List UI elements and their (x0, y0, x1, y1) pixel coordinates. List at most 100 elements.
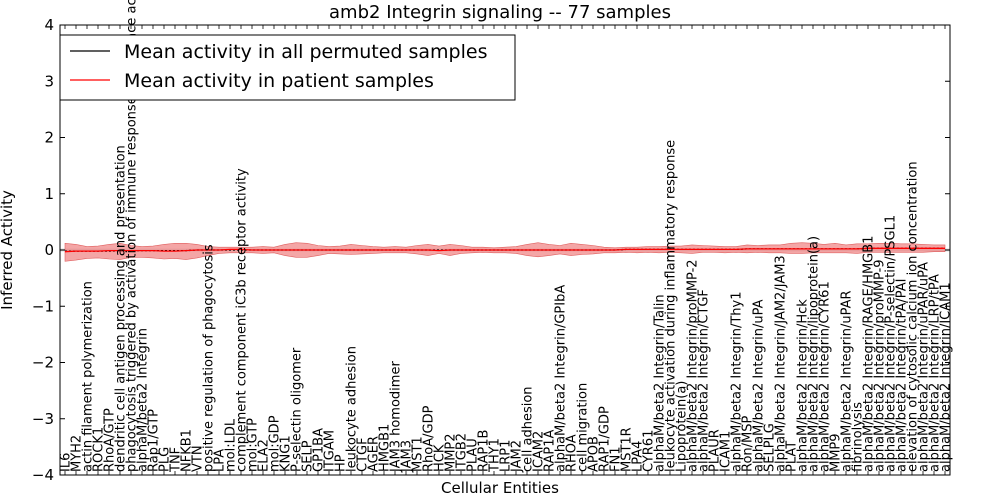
category-label: positive regulation of phagocytosis (202, 244, 217, 472)
category-label: alphaM/beta2 Integrin/LRP/tPA (928, 274, 943, 472)
legend-label-permuted: Mean activity in all permuted samples (124, 41, 487, 63)
category-label: RAP1A (543, 429, 558, 472)
category-label: alphaM/beta2 Integrin/RAGE/HMGB1 (862, 236, 877, 472)
category-label: alphaM/beta2 Integrin/Thy1 (730, 292, 745, 473)
category-label: MST1 (411, 436, 426, 472)
y-tick-label: 2 (44, 129, 54, 147)
category-label: ITGB2 (455, 433, 470, 472)
category-label: RAP1B (477, 430, 492, 472)
category-label: ITGAM (323, 430, 338, 472)
category-label: LRP1 (499, 440, 514, 472)
category-label: JAM2 (510, 440, 525, 473)
category-label: alphaM/beta2 Integrin/proMMP-9 (873, 259, 888, 472)
category-label: CYR61 (642, 430, 657, 472)
category-label: RAP1/GDP (598, 406, 613, 472)
category-label: complement component iC3b receptor activ… (235, 168, 250, 472)
category-label: SELPLG (763, 423, 778, 472)
legend-label-patient: Mean activity in patient samples (124, 70, 434, 92)
category-label: PLAU (466, 438, 481, 472)
category-label: leukocyte activation during inflammatory… (664, 140, 679, 472)
category-label: PLAT (785, 441, 800, 472)
lines-layer (64, 247, 945, 253)
category-label: JAM3 (400, 440, 415, 473)
category-label: fibrinolysis (851, 402, 866, 472)
category-label: alphaM/beta2 Integrin/P-selectin/PSGL1 (884, 215, 899, 472)
category-label: IL6 (59, 453, 74, 472)
category-label: CTGF (356, 437, 371, 472)
category-label: Lipoprotein(a) (675, 381, 690, 472)
category-label: ICAM2 (532, 431, 547, 472)
category-label: AGER (367, 436, 382, 472)
category-label: TNF (169, 447, 184, 473)
category-label: mol:LDL (224, 418, 239, 472)
category-label: alphaM/beta2 Integrin/uPA (752, 299, 767, 472)
category-label: alphaM/beta2 Integrin/GPIbA (554, 285, 569, 472)
legend-box (59, 34, 516, 101)
category-label: cell migration (576, 383, 591, 472)
category-label: PLAUR (708, 429, 723, 472)
category-label: alphaM/beta2 Integrin/ICAM1 (939, 282, 954, 472)
plot-frame (59, 24, 951, 476)
y-tick-layer: −4 −3 −2 −1 0 1 2 3 4 (32, 16, 950, 484)
category-label: alphaM/beta2 Integrin/uPAR (840, 290, 855, 472)
category-label: LPA4 (631, 441, 646, 472)
y-axis-label: Inferred Activity (0, 190, 16, 310)
category-label: mol:GTP (246, 418, 261, 472)
category-label: NFKB1 (180, 429, 195, 472)
category-label: APOB (587, 436, 602, 472)
chart-title: amb2 Integrin signaling -- 77 samples (329, 2, 671, 23)
category-label: alphaM/beta2 Integrin/lipoprotein(a) (807, 236, 822, 472)
category-label: actin filament polymerization (81, 281, 96, 472)
category-label: HMGB1 (378, 424, 393, 472)
category-label: MMP9 (829, 433, 844, 472)
category-label: ICAM1 (719, 431, 734, 472)
category-label: alphaM/beta2 Integrin/uPAR/uPA (917, 262, 932, 472)
category-label: PLG (158, 447, 173, 472)
category-label: alphaM/beta2 Integrin/Talin (653, 294, 668, 472)
category-label: alphaM/beta2 Integrin/CTGF (697, 289, 712, 472)
category-label: MMP2 (444, 433, 459, 472)
category-label: FN1 (609, 447, 624, 472)
category-label: MYH2 (70, 435, 85, 472)
category-label: JAM3 homodimer (389, 361, 404, 473)
category-label: MST1R (620, 427, 635, 472)
category-label: HCK (433, 444, 448, 472)
category-label: HP (334, 454, 349, 472)
category-label: KNG1 (279, 435, 294, 472)
y-tick-label: 0 (44, 241, 54, 259)
category-label: alphaM/beta2 Integrin/tPA/PAI (895, 279, 910, 472)
category-label: alphaM/beta2 Integrin/proMMP-2 (686, 259, 701, 472)
category-label: alphaM/beta2 Integrin/CYR61 (818, 281, 833, 472)
y-tick-label: 4 (44, 16, 54, 34)
x-axis-label: Cellular Entities (441, 479, 559, 497)
y-tick-label: 3 (44, 72, 54, 90)
category-label: dendritic cell antigen processing and pr… (114, 145, 129, 472)
category-label: SELP (301, 440, 316, 472)
category-label: phagocytosis triggered by activation of … (125, 0, 140, 472)
category-label: LPA (213, 449, 228, 472)
patient-mean-line (64, 247, 945, 253)
y-tick-label: −2 (32, 354, 54, 372)
category-label: cell adhesion (521, 386, 536, 472)
category-label: ROCK1 (92, 427, 107, 472)
category-label: leukocyte adhesion (345, 346, 360, 472)
x-tick-layer (64, 25, 946, 475)
category-label: RHOA (565, 434, 580, 472)
category-label: Rap1/GTP (147, 409, 162, 472)
category-label: RhoA/GTP (103, 408, 118, 472)
y-tick-label: 1 (44, 185, 54, 203)
category-label: P-selectin oligomer (290, 347, 305, 472)
legend: Mean activity in all permuted samples Me… (59, 34, 516, 101)
category-label: mol:GDP (268, 415, 283, 472)
category-label: Ron/MSP (741, 416, 756, 472)
category-label: RhoA/GDP (422, 405, 437, 472)
y-tick-label: −1 (32, 297, 54, 315)
category-label: VTN (191, 445, 206, 472)
category-label: elevation of cytosolic calcium ion conce… (906, 161, 921, 472)
category-label: alphaM/beta2 Integrin (136, 328, 151, 472)
category-label: alphaM/beta2 Integrin/Hck (796, 299, 811, 472)
category-label: THY1 (488, 438, 503, 473)
